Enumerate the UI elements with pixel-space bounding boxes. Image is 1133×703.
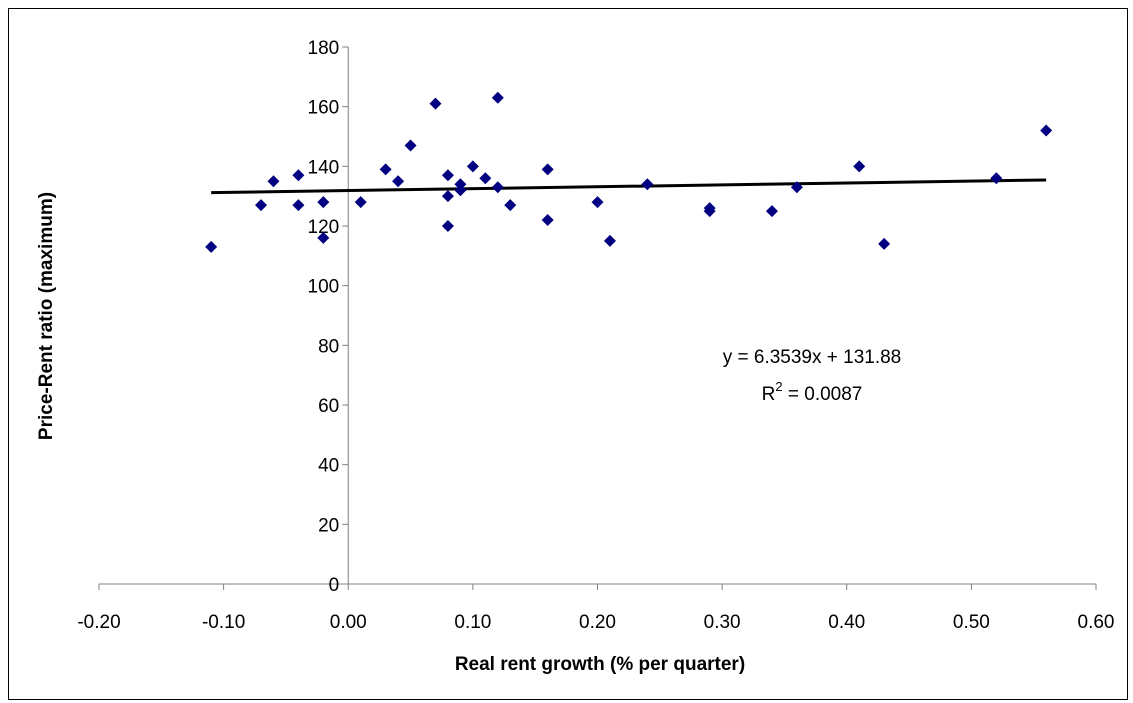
y-tick-label: 20 [318,515,339,536]
data-point [641,178,654,191]
trendline [211,178,1047,195]
data-point [878,237,891,250]
x-tick-labels: -0.20 -0.10 0.00 0.10 0.20 0.30 0.40 0.50 0.60 [77,612,1114,633]
x-tick-label: 0.00 [330,612,367,633]
data-point [853,160,866,173]
data-point [491,91,504,104]
y-tick-label: 0 [329,575,340,596]
data-point [1040,124,1053,137]
x-tick-label: 0.50 [953,612,990,633]
data-point [292,199,305,212]
y-tick-labels: 0 20 40 60 80 100 120 140 160 180 [308,38,340,596]
data-point [379,163,392,176]
x-tick-label: 0.10 [454,612,491,633]
r-squared-label: R2 = 0.0087 [762,379,863,405]
data-point [267,175,280,188]
data-point [479,172,492,185]
y-tick-label: 80 [318,336,339,357]
data-points [205,91,1053,253]
data-point [441,220,454,232]
data-point [205,240,218,253]
x-tick-label: 0.40 [828,612,865,633]
data-point [404,139,417,152]
y-tick-label: 40 [318,456,339,477]
y-axis-title: Price-Rent ratio (maximum) [36,192,57,440]
r-squared-superscript: 2 [775,379,782,394]
y-tick-label: 100 [308,277,340,298]
data-point [255,199,268,212]
r-squared-value: = 0.0087 [783,384,863,405]
data-point [441,169,454,182]
trendline-equation: y = 6.3539x + 131.88 [723,347,902,368]
data-point [317,196,330,209]
x-axis-title: Real rent growth (% per quarter) [455,654,745,675]
data-point [454,184,467,197]
x-tick-label: 0.20 [579,612,616,633]
data-point [591,196,604,209]
data-point [317,231,330,244]
y-tick-label: 180 [308,38,340,59]
y-tick-label: 120 [308,217,340,238]
data-point [990,172,1003,185]
data-point [790,181,803,194]
data-point [292,169,305,182]
chart-frame [8,8,1128,700]
data-point [504,199,517,212]
x-tick-label: 0.30 [704,612,741,633]
data-point [541,163,554,176]
data-point [441,190,454,203]
x-tick-label: 0.60 [1078,612,1115,633]
x-tick-label: -0.10 [202,612,245,633]
y-tick-label: 160 [308,98,340,119]
data-point [603,234,616,247]
data-point [541,214,554,227]
data-point [466,160,479,173]
x-tick-label: -0.20 [77,612,120,633]
y-tick-label: 60 [318,396,339,417]
data-point [491,181,504,194]
data-point [392,175,405,188]
data-point [354,196,367,209]
data-point [429,97,442,110]
data-point [703,205,716,218]
y-tick-label: 140 [308,157,340,178]
axes [98,46,1097,590]
data-point [765,205,778,218]
r-squared-prefix: R [762,384,776,405]
